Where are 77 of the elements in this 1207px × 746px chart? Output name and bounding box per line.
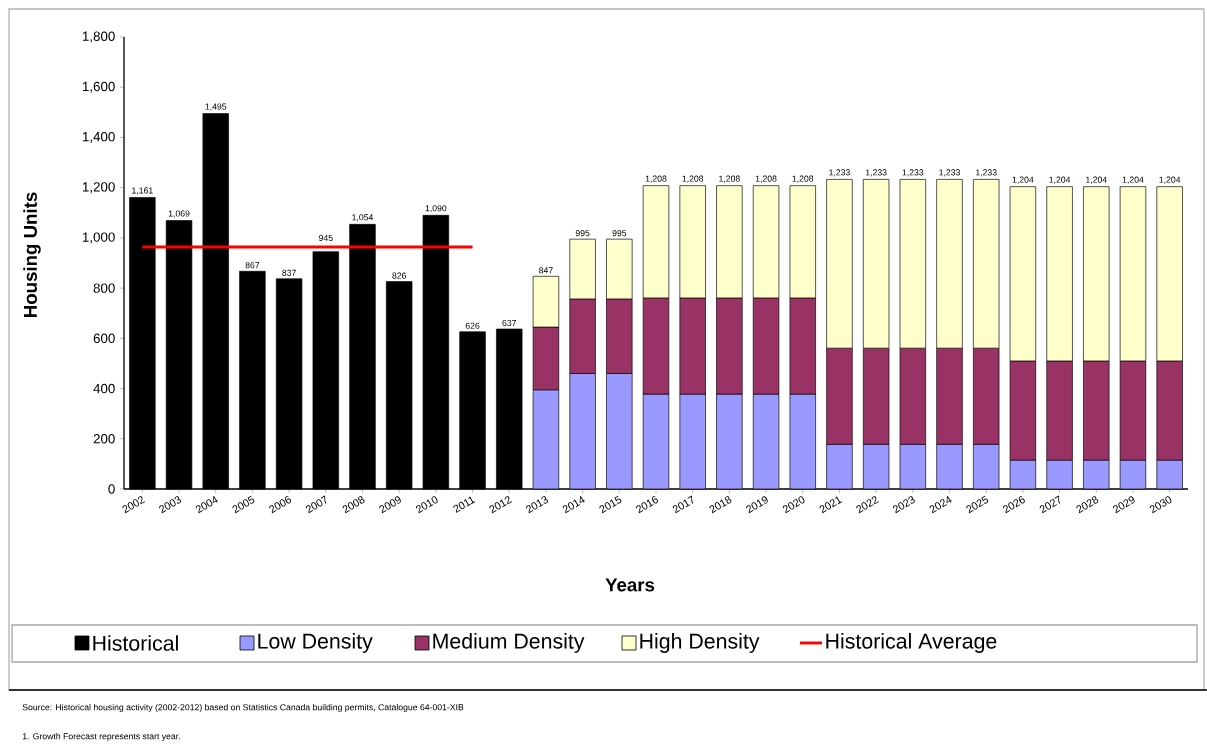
total-label: 995 [575,230,590,237]
x-tick-label: 2026 [1003,496,1025,514]
x-tick-label: 2023 [892,496,915,514]
total-label: 1,208 [682,175,704,183]
x-tick-label: 2010 [416,496,438,514]
y-tick-label: 1,000 [82,232,115,244]
total-label: 1,208 [792,175,814,183]
data-label: 1,069 [168,210,190,218]
x-tick-label: 2011 [453,496,476,513]
total-label: 1,204 [1159,176,1181,184]
total-label: 1,204 [1086,176,1107,184]
total-label: 1,208 [755,175,777,183]
y-tick-label: 800 [93,283,115,293]
x-tick-label: 2006 [269,496,292,514]
legend-label: Low Density [258,633,373,653]
total-label: 995 [612,230,627,237]
x-tick-label: 2005 [232,495,255,514]
data-label: 837 [282,269,296,276]
y-tick-label: 0 [108,484,115,494]
data-label: 626 [465,322,480,329]
x-tick-label: 2009 [379,496,401,514]
total-label: 1,233 [976,169,997,177]
total-label: 1,233 [829,169,850,177]
y-tick-label: 1,600 [82,81,115,93]
total-label: 1,208 [719,175,740,183]
x-tick-label: 2014 [562,495,585,514]
source-note: Source: Historical housing activity (2002-2012) based on Statistics Canada building permits, Catalogue 64-001-XIB [22,703,464,713]
legend-label: Historical Average [826,633,997,653]
x-tick-label: 2015 [599,495,622,514]
x-tick-label: 2012 [489,496,512,514]
x-tick-label: 2024 [929,495,952,514]
y-tick-label: 400 [93,383,115,394]
x-tick-label: 2019 [746,496,768,514]
total-label: 1,204 [1122,176,1144,184]
x-tick-label: 2021 [819,496,843,514]
x-tick-label: 2027 [1039,495,1061,514]
y-tick-label: 600 [93,333,115,344]
data-label: 867 [245,262,260,269]
x-tick-label: 2022 [856,496,879,514]
data-label: 637 [502,319,517,327]
x-tick-label: 2003 [159,496,182,514]
legend-label: Historical [93,635,178,651]
x-tick-label: 2016 [636,496,658,514]
legend-label: High Density [640,633,760,653]
y-tick-label: 1,200 [82,182,115,194]
x-tick-label: 2007 [305,495,327,514]
text: 1. Growth Forecast represents start year. [22,732,180,742]
total-label: 1,204 [1049,176,1071,184]
x-tick-label: 2018 [709,496,732,514]
x-tick-label: 2004 [195,495,218,514]
data-label: 1,054 [352,214,374,222]
total-label: 1,233 [865,169,887,177]
x-tick-label: 2008 [342,496,365,514]
x-tick-label: 2030 [1149,496,1172,514]
legend-label: Medium Density [433,633,585,653]
x-tick-label: 2017 [672,495,694,514]
x-tick-label: 2028 [1076,496,1099,514]
x-axis-title: Years [605,578,655,592]
data-label: 1,161 [132,187,153,195]
y-tick-label: 1,400 [82,131,115,143]
data-label: 1,090 [425,205,447,213]
total-label: 1,233 [939,169,960,177]
data-label: 826 [392,272,407,279]
x-tick-label: 2025 [966,495,989,514]
data-label: 945 [318,234,333,241]
data-label: 1,495 [205,103,227,111]
y-axis-title: Housing Units [23,192,41,317]
x-tick-label: 2029 [1113,496,1135,514]
total-label: 1,208 [645,175,667,183]
x-tick-label: 2013 [526,496,548,514]
x-tick-label: 2002 [122,496,146,514]
total-label: 1,233 [902,169,924,177]
y-tick-label: 1,800 [82,31,115,43]
total-label: 1,204 [1012,176,1034,184]
y-tick-label: 200 [93,434,115,444]
total-label: 847 [539,267,553,274]
x-tick-label: 2020 [782,496,805,514]
